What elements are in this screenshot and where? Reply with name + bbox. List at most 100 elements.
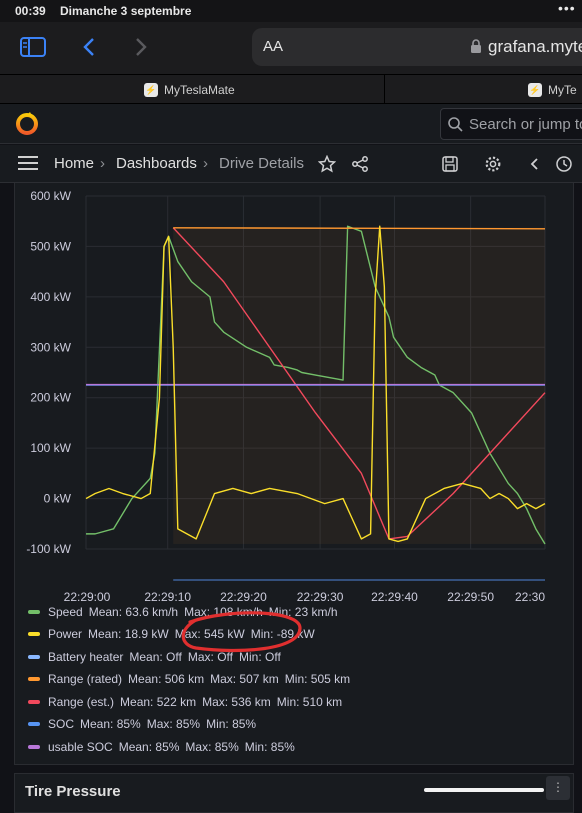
- x-axis-ticks: 22:29:00 22:29:10 22:29:20 22:29:30 22:29:40…: [64, 590, 546, 603]
- status-time: 00:39: [15, 4, 46, 18]
- legend-item-speed[interactable]: Speed Mean: 63.6 km/h Max: 108 km/h Min:…: [28, 604, 344, 620]
- grafana-logo-icon[interactable]: [15, 112, 39, 136]
- search-placeholder: Search or jump to: [469, 115, 582, 133]
- legend-swatch: [28, 655, 40, 659]
- legend-item-usable-soc[interactable]: usable SOC Mean: 85% Max: 85% Min: 85%: [28, 739, 301, 755]
- legend-mean: Mean: 63.6 km/h: [88, 605, 179, 619]
- legend-mean: Mean: 85%: [118, 740, 180, 754]
- legend-name: SOC: [48, 717, 75, 731]
- legend-name: Battery heater: [48, 650, 124, 664]
- breadcrumb-separator: ›: [203, 155, 208, 172]
- legend-name: Range (rated): [48, 672, 123, 686]
- lock-icon: [470, 39, 482, 59]
- breadcrumb-separator: ›: [100, 155, 105, 172]
- address-bar[interactable]: AA grafana.myte: [252, 28, 582, 66]
- legend-min: Min: -89 kW: [250, 627, 315, 641]
- browser-tab-bar: ⚡ MyTeslaMate ⚡ MyTe: [0, 74, 582, 105]
- tab-label: MyTe: [548, 83, 577, 97]
- legend-mean: Mean: Off: [129, 650, 182, 664]
- tesla-favicon-icon: ⚡: [144, 83, 158, 97]
- star-icon[interactable]: [318, 155, 336, 173]
- y-tick-label: 400 kW: [30, 290, 71, 304]
- breadcrumb-current: Drive Details: [219, 155, 305, 172]
- y-tick-label: 600 kW: [30, 189, 71, 203]
- chevron-left-icon[interactable]: [526, 155, 544, 173]
- legend-min: Min: Off: [238, 650, 281, 664]
- save-icon[interactable]: [441, 155, 459, 173]
- panel-menu-icon[interactable]: ⋮: [546, 776, 570, 800]
- y-tick-label: 500 kW: [30, 239, 71, 253]
- tab-label: MyTeslaMate: [164, 83, 235, 97]
- legend-name: usable SOC: [48, 740, 113, 754]
- x-tick-label: 22:29:20: [220, 590, 267, 603]
- legend-item-soc[interactable]: SOC Mean: 85% Max: 85% Min: 85%: [28, 716, 262, 732]
- forward-arrow-icon[interactable]: [132, 36, 150, 58]
- home-indicator: [424, 788, 544, 792]
- x-tick-label: 22:30: [515, 590, 545, 603]
- grafana-navbar: Home › Dashboards › Drive Details: [0, 145, 582, 183]
- x-tick-label: 22:29:10: [144, 590, 191, 603]
- search-input[interactable]: Search or jump to: [440, 108, 582, 140]
- legend-mean: Mean: 18.9 kW: [88, 627, 169, 641]
- tab-mytesla-1[interactable]: ⚡ MyTeslaMate: [144, 75, 235, 105]
- legend-item-power[interactable]: Power Mean: 18.9 kW Max: 545 kW Min: -89…: [28, 626, 321, 642]
- tire-pressure-panel[interactable]: Tire Pressure ⋮: [14, 773, 574, 813]
- safari-toolbar: AA grafana.myte: [0, 22, 582, 74]
- tab-mytesla-2[interactable]: ⚡ MyTe: [528, 75, 577, 105]
- range-area-fill: [173, 227, 545, 544]
- sidebar-toggle-icon[interactable]: [20, 36, 46, 58]
- status-date: Dimanche 3 septembre: [60, 4, 192, 18]
- time-picker-clock-icon[interactable]: [555, 155, 573, 173]
- x-tick-label: 22:29:00: [64, 590, 111, 603]
- legend-max: Max: 507 km: [210, 672, 279, 686]
- legend-swatch: [28, 677, 40, 681]
- legend-max: Max: Off: [187, 650, 233, 664]
- legend-max: Max: 545 kW: [174, 627, 245, 641]
- tab-divider: [384, 75, 385, 105]
- legend-max: Max: 536 km: [202, 695, 271, 709]
- legend-max: Max: 108 km/h: [184, 605, 263, 619]
- legend-min: Min: 85%: [206, 717, 257, 731]
- legend-swatch: [28, 700, 40, 704]
- legend-swatch: [28, 722, 40, 726]
- y-tick-label: 0 kW: [44, 492, 72, 506]
- y-tick-label: 300 kW: [30, 340, 71, 354]
- x-tick-label: 22:29:50: [447, 590, 494, 603]
- back-arrow-icon[interactable]: [80, 36, 98, 58]
- legend-max: Max: 85%: [146, 717, 201, 731]
- y-tick-label: -100 kW: [26, 542, 71, 556]
- legend-item-range-rated[interactable]: Range (rated) Mean: 506 km Max: 507 km M…: [28, 671, 356, 687]
- text-size-button[interactable]: AA: [263, 38, 284, 55]
- share-icon[interactable]: [351, 155, 369, 173]
- tesla-favicon-icon: ⚡: [528, 83, 542, 97]
- menu-icon[interactable]: [18, 155, 38, 171]
- drive-timeseries-chart[interactable]: 600 kW 500 kW 400 kW 300 kW 200 kW 100 kW 0 kW…: [0, 183, 582, 603]
- x-tick-label: 22:29:30: [297, 590, 344, 603]
- legend-mean: Mean: 85%: [80, 717, 141, 731]
- legend-swatch: [28, 610, 40, 614]
- ios-status-bar: 00:39 Dimanche 3 septembre •••: [0, 0, 582, 22]
- legend-min: Min: 510 km: [276, 695, 343, 709]
- multitasking-dots-icon[interactable]: •••: [558, 0, 576, 16]
- legend-mean: Mean: 522 km: [120, 695, 197, 709]
- legend-item-battery-heater[interactable]: Battery heater Mean: Off Max: Off Min: O…: [28, 649, 287, 665]
- x-tick-label: 22:29:40: [371, 590, 418, 603]
- legend-min: Min: 85%: [244, 740, 295, 754]
- legend-name: Range (est.): [48, 695, 115, 709]
- y-tick-label: 200 kW: [30, 391, 71, 405]
- legend-min: Min: 23 km/h: [268, 605, 338, 619]
- grafana-topbar: Search or jump to: [0, 104, 582, 144]
- chart-series: [85, 225, 546, 545]
- y-tick-label: 100 kW: [30, 441, 71, 455]
- settings-gear-icon[interactable]: [484, 155, 502, 173]
- breadcrumb-dashboards[interactable]: Dashboards: [116, 155, 197, 172]
- legend-name: Speed: [48, 605, 83, 619]
- legend-mean: Mean: 506 km: [128, 672, 205, 686]
- legend-max: Max: 85%: [185, 740, 239, 754]
- y-axis-ticks: 600 kW 500 kW 400 kW 300 kW 200 kW 100 kW 0 kW…: [26, 189, 71, 556]
- legend-name: Power: [48, 627, 83, 641]
- legend-item-range-est[interactable]: Range (est.) Mean: 522 km Max: 536 km Mi…: [28, 694, 348, 710]
- search-icon: [448, 117, 463, 132]
- chart-fills: [173, 227, 545, 581]
- breadcrumb-home[interactable]: Home: [54, 155, 95, 172]
